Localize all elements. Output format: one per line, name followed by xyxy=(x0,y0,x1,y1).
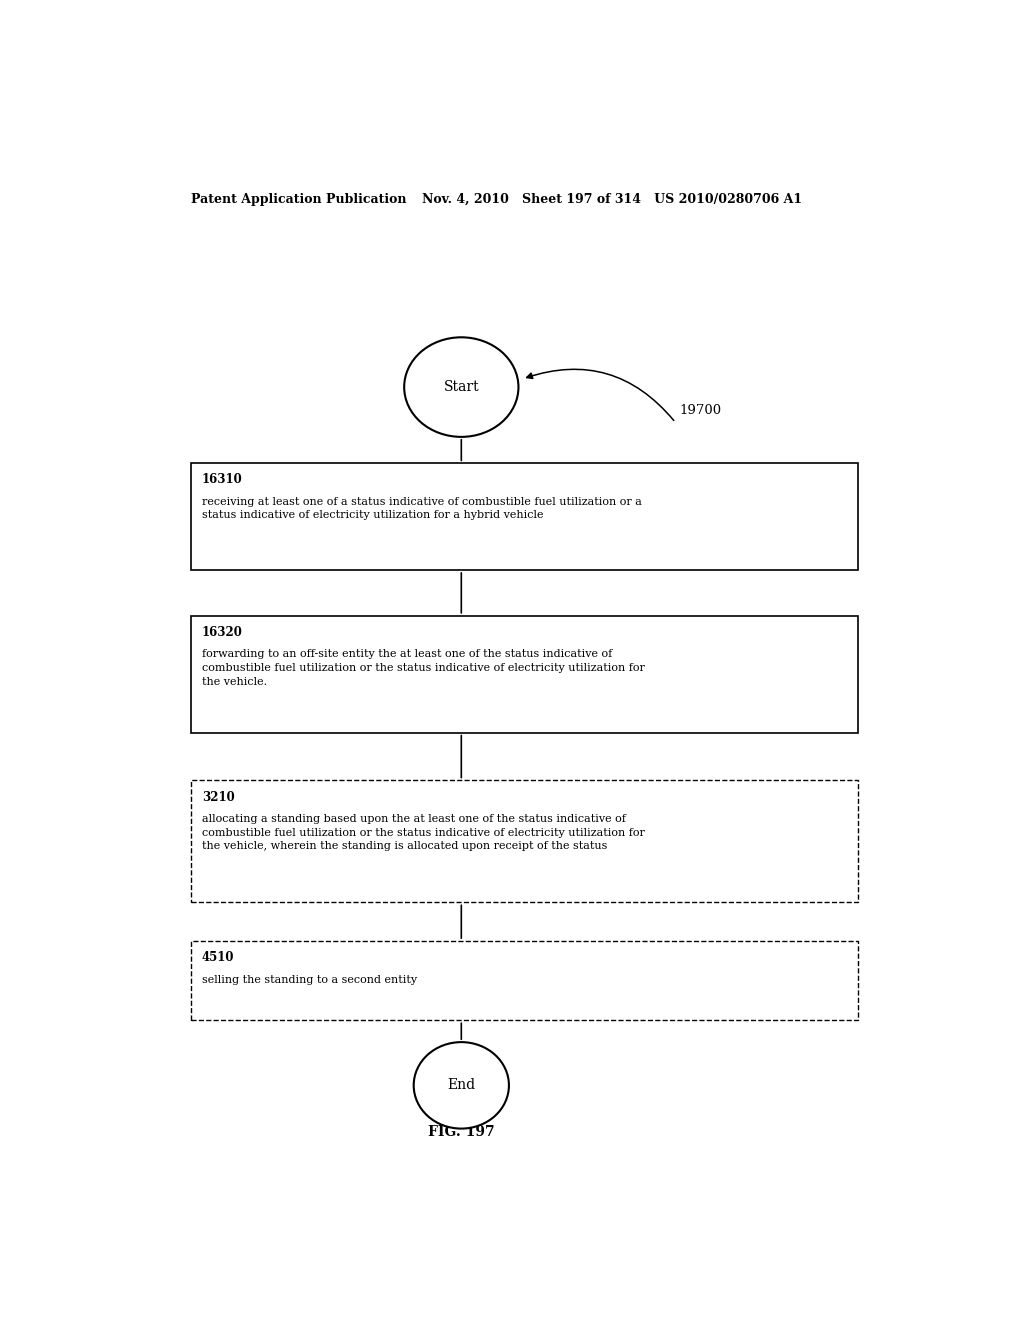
Text: 3210: 3210 xyxy=(202,791,234,804)
Text: receiving at least one of a status indicative of combustible fuel utilization or: receiving at least one of a status indic… xyxy=(202,496,642,520)
Text: FIG. 197: FIG. 197 xyxy=(428,1125,495,1139)
FancyBboxPatch shape xyxy=(191,463,858,570)
Text: allocating a standing based upon the at least one of the status indicative of
co: allocating a standing based upon the at … xyxy=(202,814,645,851)
FancyBboxPatch shape xyxy=(191,941,858,1020)
Ellipse shape xyxy=(404,338,518,437)
Text: selling the standing to a second entity: selling the standing to a second entity xyxy=(202,974,417,985)
Ellipse shape xyxy=(414,1041,509,1129)
FancyBboxPatch shape xyxy=(191,780,858,903)
Text: 19700: 19700 xyxy=(680,404,722,417)
Text: 16320: 16320 xyxy=(202,626,243,639)
FancyArrowPatch shape xyxy=(526,370,674,421)
Text: End: End xyxy=(447,1078,475,1093)
Text: 16310: 16310 xyxy=(202,474,243,487)
Text: Start: Start xyxy=(443,380,479,395)
Text: forwarding to an off-site entity the at least one of the status indicative of
co: forwarding to an off-site entity the at … xyxy=(202,649,645,686)
Text: Patent Application Publication: Patent Application Publication xyxy=(191,193,407,206)
Text: 4510: 4510 xyxy=(202,952,234,964)
FancyBboxPatch shape xyxy=(191,615,858,733)
Text: Nov. 4, 2010   Sheet 197 of 314   US 2010/0280706 A1: Nov. 4, 2010 Sheet 197 of 314 US 2010/02… xyxy=(422,193,802,206)
